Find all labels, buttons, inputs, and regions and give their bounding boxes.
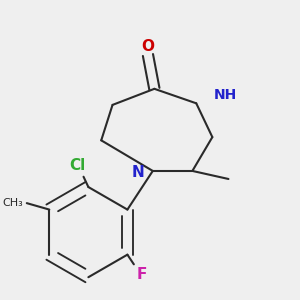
- Text: Cl: Cl: [69, 158, 85, 172]
- Text: CH₃: CH₃: [3, 198, 24, 208]
- Text: NH: NH: [214, 88, 237, 102]
- Text: O: O: [141, 39, 154, 54]
- Text: N: N: [132, 165, 145, 180]
- Text: F: F: [137, 267, 147, 282]
